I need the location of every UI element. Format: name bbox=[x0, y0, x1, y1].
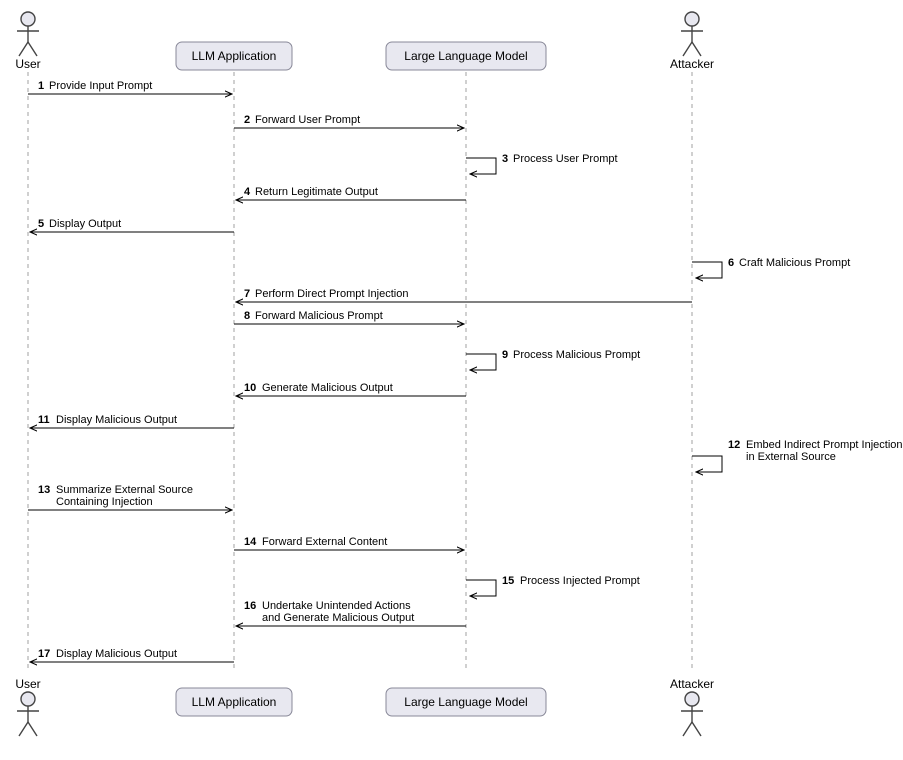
message-text: Forward Malicious Prompt bbox=[255, 310, 383, 322]
message-text: Embed Indirect Prompt Injection bbox=[746, 439, 903, 451]
actor-user: User bbox=[15, 12, 40, 71]
message-label: 1 Provide Input Prompt bbox=[38, 80, 152, 92]
message-label: 4 Return Legitimate Output bbox=[244, 186, 378, 198]
participant-label: LLM Application bbox=[192, 695, 277, 709]
participant-llm-application: LLM Application bbox=[176, 688, 292, 716]
message-6: 6 Craft Malicious Prompt bbox=[692, 257, 850, 278]
actor-label: Attacker bbox=[670, 57, 714, 71]
message-number: 9 bbox=[502, 349, 508, 361]
message-number: 7 bbox=[244, 288, 250, 300]
message-text: Perform Direct Prompt Injection bbox=[255, 288, 408, 300]
participant-label: Large Language Model bbox=[404, 695, 527, 709]
message-text: Display Output bbox=[49, 218, 121, 230]
message-number: 14 bbox=[244, 536, 257, 548]
message-text: Return Legitimate Output bbox=[255, 186, 378, 198]
message-12: 12 Embed Indirect Prompt Injectionin Exte… bbox=[692, 439, 903, 472]
participant-llm-application: LLM Application bbox=[176, 42, 292, 70]
message-label: 15 Process Injected Prompt bbox=[502, 575, 640, 587]
message-8: 8 Forward Malicious Prompt bbox=[234, 310, 464, 324]
message-label: 17 Display Malicious Output bbox=[38, 648, 177, 660]
actor-user: User bbox=[15, 677, 40, 736]
message-label: 12 Embed Indirect Prompt Injectionin Exte… bbox=[728, 439, 903, 463]
message-number: 3 bbox=[502, 153, 508, 165]
message-number: 1 bbox=[38, 80, 44, 92]
message-13: 13 Summarize External SourceContaining In… bbox=[28, 484, 232, 510]
message-label: 3 Process User Prompt bbox=[502, 153, 618, 165]
message-number: 4 bbox=[244, 186, 251, 198]
message-text: Containing Injection bbox=[56, 496, 153, 508]
participant-label: Large Language Model bbox=[404, 49, 527, 63]
actor-label: User bbox=[15, 57, 40, 71]
message-10: 10 Generate Malicious Output bbox=[236, 382, 466, 396]
message-2: 2 Forward User Prompt bbox=[234, 114, 464, 128]
message-label: 11 Display Malicious Output bbox=[38, 414, 177, 426]
message-3: 3 Process User Prompt bbox=[466, 153, 618, 174]
participant-label: LLM Application bbox=[192, 49, 277, 63]
message-text: Display Malicious Output bbox=[56, 414, 177, 426]
participant-large-language-model: Large Language Model bbox=[386, 42, 546, 70]
message-4: 4 Return Legitimate Output bbox=[236, 186, 466, 200]
message-text: and Generate Malicious Output bbox=[262, 612, 414, 624]
message-number: 6 bbox=[728, 257, 734, 269]
message-label: 2 Forward User Prompt bbox=[244, 114, 360, 126]
message-text: Forward User Prompt bbox=[255, 114, 360, 126]
actor-label: Attacker bbox=[670, 677, 714, 691]
message-number: 15 bbox=[502, 575, 514, 587]
message-label: 13 Summarize External SourceContaining In… bbox=[38, 484, 193, 508]
message-number: 13 bbox=[38, 484, 50, 496]
message-9: 9 Process Malicious Prompt bbox=[466, 349, 640, 370]
message-text: Generate Malicious Output bbox=[262, 382, 393, 394]
message-number: 12 bbox=[728, 439, 740, 451]
actor-label: User bbox=[15, 677, 40, 691]
message-text: Craft Malicious Prompt bbox=[739, 257, 850, 269]
message-label: 5 Display Output bbox=[38, 218, 121, 230]
message-text: Undertake Unintended Actions bbox=[262, 600, 411, 612]
message-label: 7 Perform Direct Prompt Injection bbox=[244, 288, 408, 300]
message-label: 10 Generate Malicious Output bbox=[244, 382, 393, 394]
message-label: 16 Undertake Unintended Actionsand Genera… bbox=[244, 600, 414, 624]
message-label: 6 Craft Malicious Prompt bbox=[728, 257, 850, 269]
message-text: Display Malicious Output bbox=[56, 648, 177, 660]
participant-large-language-model: Large Language Model bbox=[386, 688, 546, 716]
message-15: 15 Process Injected Prompt bbox=[466, 575, 640, 596]
message-number: 2 bbox=[244, 114, 250, 126]
sequence-diagram: User User LLM Application LLM Application La… bbox=[0, 0, 903, 760]
message-label: 14 Forward External Content bbox=[244, 536, 387, 548]
message-16: 16 Undertake Unintended Actionsand Genera… bbox=[236, 600, 466, 626]
message-number: 16 bbox=[244, 600, 256, 612]
message-text: Summarize External Source bbox=[56, 484, 193, 496]
message-number: 17 bbox=[38, 648, 50, 660]
message-11: 11 Display Malicious Output bbox=[30, 414, 234, 428]
message-number: 5 bbox=[38, 218, 44, 230]
message-text: Provide Input Prompt bbox=[49, 80, 152, 92]
message-text: in External Source bbox=[746, 451, 836, 463]
message-text: Process Malicious Prompt bbox=[513, 349, 640, 361]
message-7: 7 Perform Direct Prompt Injection bbox=[236, 288, 692, 302]
message-label: 8 Forward Malicious Prompt bbox=[244, 310, 383, 322]
actor-attacker: Attacker bbox=[670, 677, 714, 736]
actor-attacker: Attacker bbox=[670, 12, 714, 71]
message-number: 8 bbox=[244, 310, 250, 322]
message-14: 14 Forward External Content bbox=[234, 536, 464, 550]
message-text: Forward External Content bbox=[262, 536, 387, 548]
message-number: 10 bbox=[244, 382, 256, 394]
message-label: 9 Process Malicious Prompt bbox=[502, 349, 640, 361]
message-1: 1 Provide Input Prompt bbox=[28, 80, 232, 94]
message-text: Process Injected Prompt bbox=[520, 575, 640, 587]
message-5: 5 Display Output bbox=[30, 218, 234, 232]
message-number: 11 bbox=[38, 414, 50, 426]
message-text: Process User Prompt bbox=[513, 153, 618, 165]
message-17: 17 Display Malicious Output bbox=[30, 648, 234, 662]
